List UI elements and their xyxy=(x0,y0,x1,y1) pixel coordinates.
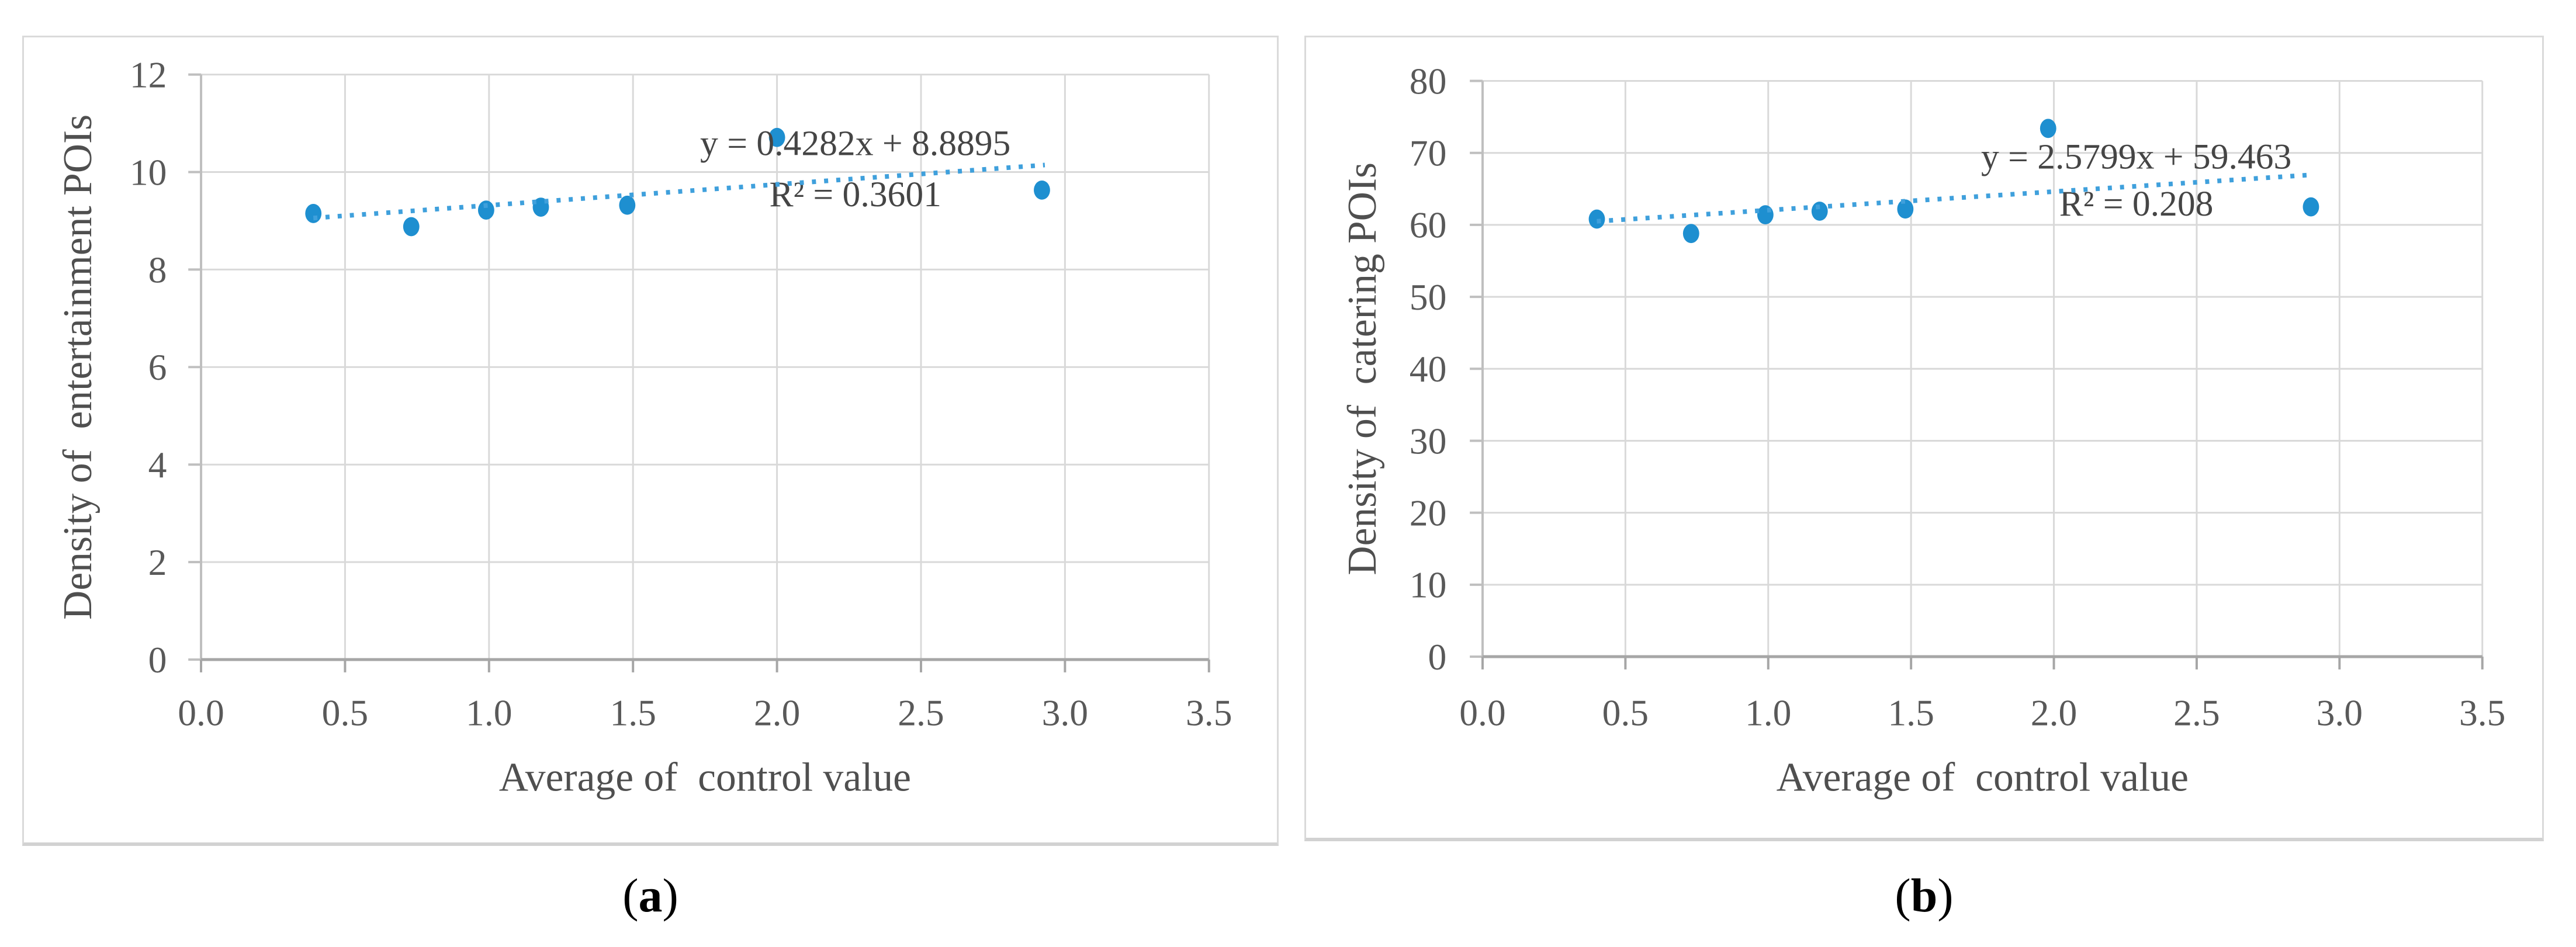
x-tick-label: 1.0 xyxy=(466,692,512,733)
y-tick-label: 8 xyxy=(148,249,167,290)
y-tick-label: 60 xyxy=(1410,204,1447,246)
data-point xyxy=(477,200,494,220)
data-point xyxy=(305,204,322,223)
y-tick-label: 30 xyxy=(1410,420,1447,462)
y-tick-label: 20 xyxy=(1410,492,1447,534)
data-point xyxy=(1811,202,1828,221)
y-tick-label: 80 xyxy=(1410,60,1447,102)
data-point xyxy=(2303,197,2319,217)
y-tick-label: 0 xyxy=(1428,636,1447,678)
data-point xyxy=(1682,224,1699,244)
y-tick-label: 10 xyxy=(1410,564,1447,606)
x-tick-label: 2.5 xyxy=(898,692,944,733)
x-tick-label: 0.0 xyxy=(178,692,224,733)
y-tick-label: 10 xyxy=(130,151,167,193)
y-tick-label: 2 xyxy=(148,542,167,583)
data-point xyxy=(1897,199,1914,219)
chart-panel-a: 0 2 4 6 8 10 12 0.0 0.5 1.0 1.5 2.0 2.5 3.0 3.5 Density… xyxy=(22,36,1279,846)
x-tick-label: 0.5 xyxy=(322,692,368,733)
x-axis-title: Average of control value xyxy=(499,755,911,800)
y-axis-title: Density of catering POIs xyxy=(1340,162,1385,575)
figure-caption-b: (b) xyxy=(1304,872,2544,920)
x-tick-label: 3.0 xyxy=(2317,692,2363,733)
trendline-equation-label: y = 2.5799x + 59.463 xyxy=(1981,137,2291,177)
x-axis-title: Average of control value xyxy=(1777,755,2189,800)
data-point xyxy=(2040,119,2056,138)
figure-caption-a: (a) xyxy=(22,872,1279,920)
data-point xyxy=(768,127,785,147)
data-point xyxy=(1034,180,1050,200)
x-tick-label: 1.5 xyxy=(610,692,656,733)
trendline-r2-label: R² = 0.3601 xyxy=(770,175,941,214)
x-tick-label: 1.0 xyxy=(1745,692,1791,733)
caption-b-close-paren: ) xyxy=(1937,869,1954,922)
y-axis-title: Density of entertainment POIs xyxy=(56,115,101,620)
scatter-chart-b: 0 10 20 30 40 50 60 70 80 0.0 0.5 1.0 1.5 2.0 2.5 3.0 3.… xyxy=(1340,60,2505,800)
y-tick-label: 0 xyxy=(148,639,167,681)
y-tick-label: 50 xyxy=(1410,276,1447,318)
y-tick-label: 12 xyxy=(130,54,167,95)
x-tick-label: 1.5 xyxy=(1888,692,1934,733)
x-tick-label: 3.0 xyxy=(1042,692,1088,733)
y-tick-label: 4 xyxy=(148,444,167,485)
x-tick-label: 0.5 xyxy=(1602,692,1649,733)
trendline-r2-label: R² = 0.208 xyxy=(2059,184,2214,224)
x-tick-label: 3.5 xyxy=(1186,692,1232,733)
x-tick-label: 3.5 xyxy=(2459,692,2505,733)
caption-b-letter: b xyxy=(1910,869,1938,922)
caption-b-open-paren: ( xyxy=(1895,869,1911,922)
y-tick-label: 70 xyxy=(1410,133,1447,174)
caption-a-open-paren: ( xyxy=(622,869,639,922)
caption-a-letter: a xyxy=(638,869,663,922)
x-tick-label: 2.0 xyxy=(2031,692,2077,733)
trendline-equation-label: y = 0.4282x + 8.8895 xyxy=(700,124,1010,164)
x-tick-label: 0.0 xyxy=(1459,692,1505,733)
scatter-chart-a: 0 2 4 6 8 10 12 0.0 0.5 1.0 1.5 2.0 2.5 3.0 3.5 Density… xyxy=(56,54,1232,800)
data-point xyxy=(403,217,420,237)
x-tick-label: 2.5 xyxy=(2173,692,2220,733)
chart-panel-b: 0 10 20 30 40 50 60 70 80 0.0 0.5 1.0 1.5 2.0 2.5 3.0 3.… xyxy=(1304,36,2544,841)
trendline-dotted xyxy=(313,162,1045,221)
y-tick-label: 40 xyxy=(1410,348,1447,390)
caption-a-close-paren: ) xyxy=(662,869,678,922)
x-tick-label: 2.0 xyxy=(754,692,800,733)
y-tick-label: 6 xyxy=(148,346,167,388)
data-point xyxy=(619,195,636,215)
